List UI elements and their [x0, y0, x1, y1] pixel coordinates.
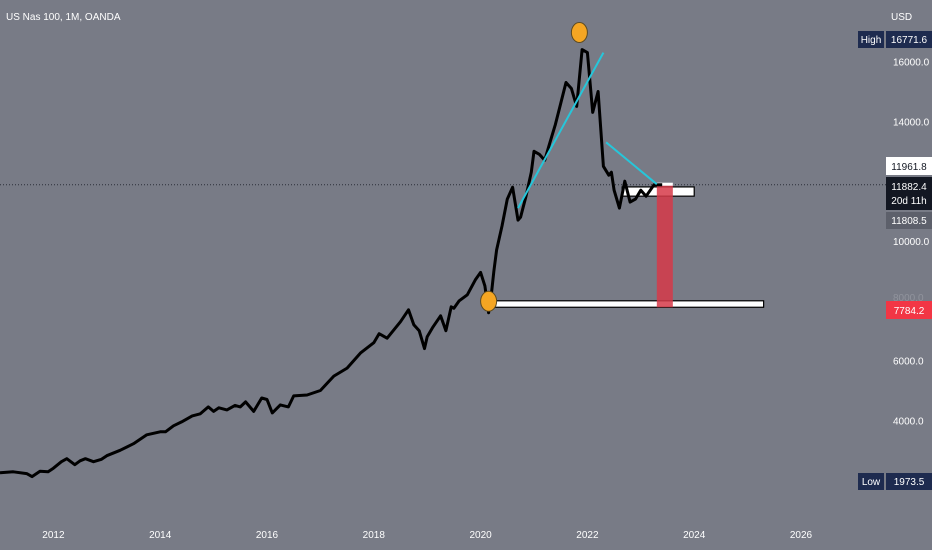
chart-title: US Nas 100, 1M, OANDA	[6, 12, 121, 23]
hidden-price-8000: 8000.0	[893, 293, 924, 304]
current-price-label: 11882.4 20d 11h	[886, 177, 932, 210]
short-position-entry-line	[656, 182, 673, 186]
price-label-11808-text: 11808.5	[891, 216, 927, 227]
marker-circle-2[interactable]	[570, 22, 588, 44]
price-label-red: 7784.2	[886, 301, 932, 319]
x-tick-2012: 2012	[42, 530, 65, 541]
price-label-red-text: 7784.2	[894, 306, 925, 317]
uptrend-line[interactable]	[517, 52, 605, 209]
y-tick-4000.0: 4000.0	[893, 416, 924, 427]
currency-label: USD	[891, 12, 912, 23]
price-series-line	[0, 48, 663, 479]
short-position-zone[interactable]	[656, 184, 673, 308]
price-label-11961-text: 11961.8	[891, 162, 927, 173]
price-label-11808: 11808.5	[886, 212, 932, 229]
x-axis: 2012 2014 2016 2018 2020 2022 2024 2026	[42, 530, 812, 541]
high-tag-text: High	[861, 35, 882, 46]
y-tick-6000.0: 6000.0	[893, 357, 924, 368]
x-tick-2024: 2024	[683, 530, 706, 541]
x-tick-2018: 2018	[363, 530, 386, 541]
support-zone-box[interactable]	[485, 300, 765, 308]
x-tick-2022: 2022	[576, 530, 599, 541]
y-tick-14000.0: 14000.0	[893, 117, 930, 128]
high-value-text: 16771.6	[891, 35, 928, 46]
y-axis[interactable]: 16000.0 14000.0 10000.0 6000.0 4000.0	[893, 58, 930, 428]
x-tick-2014: 2014	[149, 530, 172, 541]
price-line-layer	[0, 48, 663, 479]
overlay-layer	[480, 22, 658, 312]
low-price-tag: Low 1973.5	[858, 473, 932, 490]
price-label-11961: 11961.8	[886, 157, 932, 175]
x-tick-2020: 2020	[469, 530, 492, 541]
current-price-text: 11882.4	[891, 182, 927, 193]
marker-circle-1[interactable]	[480, 290, 498, 312]
high-price-tag: High 16771.6	[858, 31, 932, 48]
countdown-text: 20d 11h	[891, 196, 926, 207]
downtrend-line[interactable]	[605, 141, 658, 185]
y-tick-10000.0: 10000.0	[893, 237, 930, 248]
low-value-text: 1973.5	[894, 477, 925, 488]
x-tick-2026: 2026	[790, 530, 813, 541]
low-tag-text: Low	[862, 477, 881, 488]
y-tick-16000.0: 16000.0	[893, 58, 930, 69]
x-tick-2016: 2016	[256, 530, 279, 541]
annotations-layer	[0, 182, 886, 308]
